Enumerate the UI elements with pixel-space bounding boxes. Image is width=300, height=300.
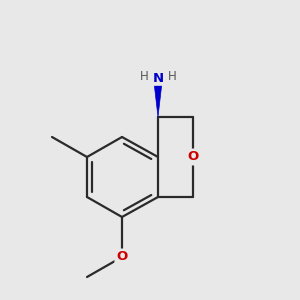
Text: H: H [140, 70, 148, 83]
Text: N: N [152, 71, 164, 85]
Polygon shape [154, 78, 163, 117]
Text: H: H [168, 70, 176, 83]
Text: O: O [116, 250, 128, 263]
Text: O: O [188, 151, 199, 164]
